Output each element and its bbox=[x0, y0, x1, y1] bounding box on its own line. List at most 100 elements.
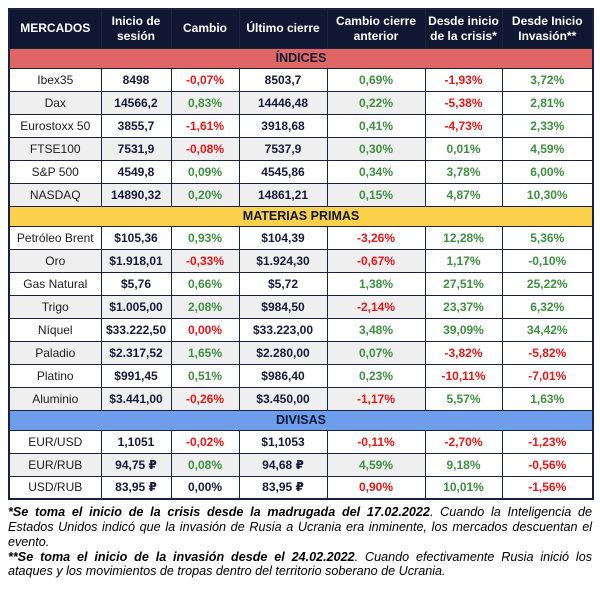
row-label-ftse100: FTSE100 bbox=[8, 136, 102, 161]
value-cell-eurostoxx-50-2: 3918,68 bbox=[238, 113, 328, 138]
value-cell-dax-3: 0,22% bbox=[326, 90, 426, 115]
row-label-platino: Platino bbox=[8, 363, 102, 388]
value-cell-usd-rub-4: 10,01% bbox=[424, 475, 503, 500]
value-cell-ibex35-2: 8503,7 bbox=[238, 67, 328, 92]
value-cell-dax-4: -5,38% bbox=[424, 90, 503, 115]
value-cell-gas-natural-2: $5,72 bbox=[238, 271, 328, 296]
value-cell-oro-5: -0,10% bbox=[501, 248, 594, 273]
value-cell-nasdaq-4: 4,87% bbox=[424, 182, 503, 207]
value-cell-oro-0: $1.918,01 bbox=[100, 248, 172, 273]
value-cell-s-p-500-4: 3,78% bbox=[424, 159, 503, 184]
value-cell-platino-4: -10,11% bbox=[424, 363, 503, 388]
value-cell-nasdaq-0: 14890,32 bbox=[100, 182, 172, 207]
value-cell-platino-1: 0,51% bbox=[170, 363, 240, 388]
column-header-0: MERCADOS bbox=[8, 8, 102, 49]
table-row-dax: Dax 14566,2 0,83% 14446,48 0,22% -5,38% 2,81% bbox=[8, 90, 594, 115]
value-cell-s-p-500-2: 4545,86 bbox=[238, 159, 328, 184]
table-row-ibex35: Ibex35 8498 -0,07% 8503,7 0,69% -1,93% 3,72% bbox=[8, 67, 594, 92]
value-cell-oro-1: -0,33% bbox=[170, 248, 240, 273]
value-cell-usd-rub-2: 83,95 ₽ bbox=[238, 475, 328, 500]
value-cell-paladio-0: $2.317,52 bbox=[100, 340, 172, 365]
section-band-indices: ÍNDICES bbox=[8, 47, 594, 69]
value-cell-ibex35-4: -1,93% bbox=[424, 67, 503, 92]
row-label-oro: Oro bbox=[8, 248, 102, 273]
table-header-row: MERCADOS Inicio de sesión Cambio Último cie… bbox=[8, 8, 594, 49]
row-label-gas-natural: Gas Natural bbox=[8, 271, 102, 296]
section-title-divisas: DIVISAS bbox=[8, 409, 594, 431]
value-cell-eur-rub-1: 0,08% bbox=[170, 452, 240, 477]
value-cell-gas-natural-0: $5,76 bbox=[100, 271, 172, 296]
row-label-eurostoxx-50: Eurostoxx 50 bbox=[8, 113, 102, 138]
value-cell-dax-5: 2,81% bbox=[501, 90, 594, 115]
row-label-usd-rub: USD/RUB bbox=[8, 475, 102, 500]
footnote-invasion-rest: . Cuando efectivamente Rusia inició los … bbox=[8, 549, 592, 579]
value-cell-oro-2: $1.924,30 bbox=[238, 248, 328, 273]
value-cell-dax-2: 14446,48 bbox=[238, 90, 328, 115]
value-cell-s-p-500-5: 6,00% bbox=[501, 159, 594, 184]
value-cell-usd-rub-1: 0,00% bbox=[170, 475, 240, 500]
table-row-aluminio: Aluminio $3.441,00 -0,26% $3.450,00 -1,17% 5,… bbox=[8, 386, 594, 411]
footnotes: *Se toma el inicio de la crisis desde la… bbox=[8, 505, 592, 579]
value-cell-ibex35-5: 3,72% bbox=[501, 67, 594, 92]
value-cell-eur-usd-1: -0,02% bbox=[170, 429, 240, 454]
table-row-usd-rub: USD/RUB 83,95 ₽0,00% 83,95 ₽0,90% 10,01% -1,… bbox=[8, 475, 594, 500]
value-cell-eur-rub-3: 4,59% bbox=[326, 452, 426, 477]
row-label-trigo: Trigo bbox=[8, 294, 102, 319]
footnote-invasion: **Se toma el inicio de la invasión desde… bbox=[8, 550, 592, 580]
markets-table: MERCADOS Inicio de sesión Cambio Último cie… bbox=[8, 8, 594, 500]
row-label-paladio: Paladio bbox=[8, 340, 102, 365]
table-row-eur-rub: EUR/RUB 94,75 ₽0,08% 94,68 ₽4,59% 9,18% -0,5… bbox=[8, 452, 594, 477]
row-label-dax: Dax bbox=[8, 90, 102, 115]
value-cell-niquel-4: 39,09% bbox=[424, 317, 503, 342]
value-cell-petroleo-brent-3: -3,26% bbox=[326, 225, 426, 250]
value-cell-dax-1: 0,83% bbox=[170, 90, 240, 115]
value-cell-gas-natural-4: 27,51% bbox=[424, 271, 503, 296]
column-header-6: Desde Inicio Invasión** bbox=[501, 8, 594, 49]
value-cell-niquel-1: 0,00% bbox=[170, 317, 240, 342]
value-cell-trigo-0: $1.005,00 bbox=[100, 294, 172, 319]
table-row-eurostoxx-50: Eurostoxx 50 3855,7 -1,61% 3918,68 0,41% -4,7… bbox=[8, 113, 594, 138]
value-cell-paladio-5: -5,82% bbox=[501, 340, 594, 365]
value-cell-ftse100-2: 7537,9 bbox=[238, 136, 328, 161]
value-cell-ftse100-1: -0,08% bbox=[170, 136, 240, 161]
value-cell-paladio-1: 1,65% bbox=[170, 340, 240, 365]
table-row-oro: Oro $1.918,01 -0,33% $1.924,30 -0,67% 1,17% -0… bbox=[8, 248, 594, 273]
value-cell-ftse100-5: 4,59% bbox=[501, 136, 594, 161]
row-label-petroleo-brent: Petróleo Brent bbox=[8, 225, 102, 250]
column-header-1: Inicio de sesión bbox=[100, 8, 172, 49]
value-cell-niquel-2: $33.223,00 bbox=[238, 317, 328, 342]
row-label-niquel: Níquel bbox=[8, 317, 102, 342]
row-label-eur-usd: EUR/USD bbox=[8, 429, 102, 454]
value-cell-ftse100-0: 7531,9 bbox=[100, 136, 172, 161]
table-row-paladio: Paladio $2.317,52 1,65% $2.280,00 0,07% -3,82… bbox=[8, 340, 594, 365]
value-cell-eur-usd-4: -2,70% bbox=[424, 429, 503, 454]
value-cell-s-p-500-0: 4549,8 bbox=[100, 159, 172, 184]
value-cell-oro-3: -0,67% bbox=[326, 248, 426, 273]
value-cell-petroleo-brent-1: 0,93% bbox=[170, 225, 240, 250]
value-cell-gas-natural-3: 1,38% bbox=[326, 271, 426, 296]
value-cell-ftse100-4: 0,01% bbox=[424, 136, 503, 161]
value-cell-gas-natural-5: 25,22% bbox=[501, 271, 594, 296]
value-cell-trigo-2: $984,50 bbox=[238, 294, 328, 319]
row-label-eur-rub: EUR/RUB bbox=[8, 452, 102, 477]
value-cell-petroleo-brent-2: $104,39 bbox=[238, 225, 328, 250]
value-cell-eurostoxx-50-0: 3855,7 bbox=[100, 113, 172, 138]
value-cell-ibex35-1: -0,07% bbox=[170, 67, 240, 92]
row-label-s-p-500: S&P 500 bbox=[8, 159, 102, 184]
table-row-platino: Platino $991,45 0,51% $986,40 0,23% -10,11% -7… bbox=[8, 363, 594, 388]
footnote-crisis-rest: . Cuando la Inteligencia de Estados Unid… bbox=[8, 505, 592, 549]
footnote-crisis: *Se toma el inicio de la crisis desde la… bbox=[8, 505, 592, 550]
value-cell-eur-usd-2: $1,1053 bbox=[238, 429, 328, 454]
value-cell-ftse100-3: 0,30% bbox=[326, 136, 426, 161]
value-cell-niquel-3: 3,48% bbox=[326, 317, 426, 342]
section-title-indices: ÍNDICES bbox=[8, 47, 594, 69]
value-cell-nasdaq-1: 0,20% bbox=[170, 182, 240, 207]
value-cell-eur-usd-5: -1,23% bbox=[501, 429, 594, 454]
value-cell-aluminio-0: $3.441,00 bbox=[100, 386, 172, 411]
row-label-aluminio: Aluminio bbox=[8, 386, 102, 411]
markets-report: MERCADOS Inicio de sesión Cambio Último cie… bbox=[8, 8, 594, 579]
markets-table-body: ÍNDICES Ibex35 8498 -0,07% 8503,7 0,69% -1,93%… bbox=[8, 47, 594, 500]
value-cell-niquel-0: $33.222,50 bbox=[100, 317, 172, 342]
table-row-eur-usd: EUR/USD 1,1051 -0,02% $1,1053 -0,11% -2,70% -1… bbox=[8, 429, 594, 454]
value-cell-aluminio-5: 1,63% bbox=[501, 386, 594, 411]
